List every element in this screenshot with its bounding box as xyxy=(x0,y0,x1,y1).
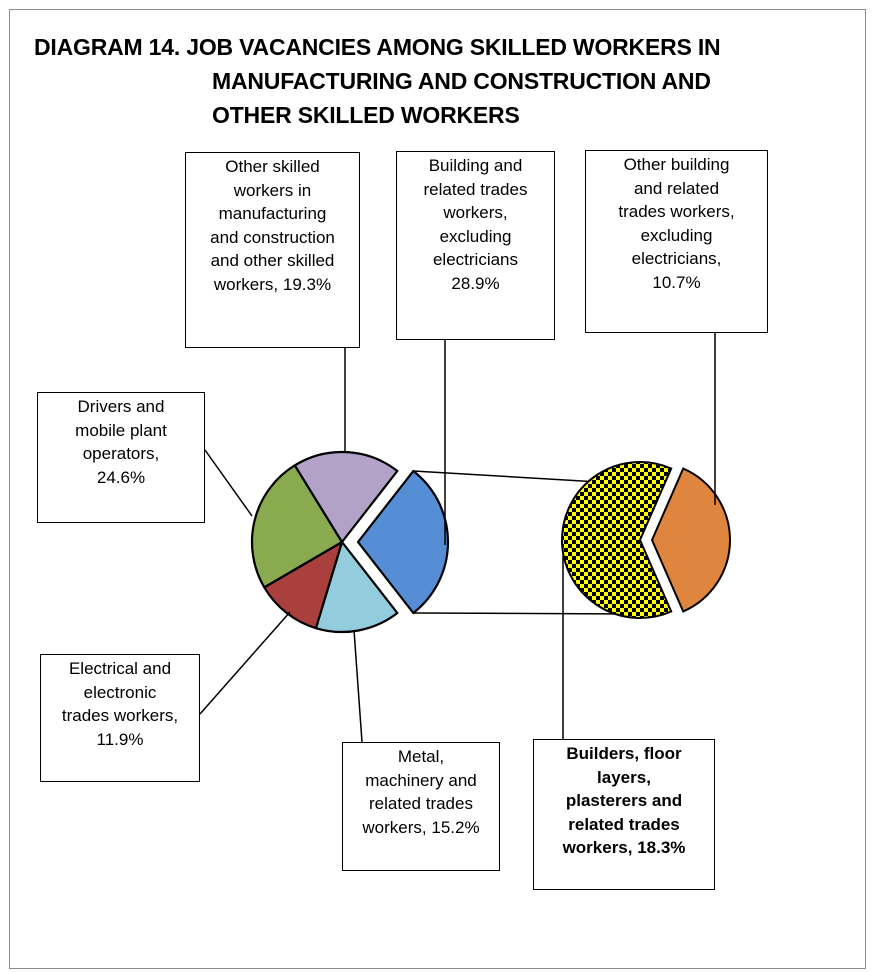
slice-builders-floor-layers-plasterers-and-rel xyxy=(561,461,673,619)
chart-title-line-2: MANUFACTURING AND CONSTRUCTION AND xyxy=(212,68,711,94)
label-electrical-electronic-trades: Electrical and electronic trades workers… xyxy=(40,654,200,782)
slice-building-and-related-trades-workers-excl xyxy=(356,469,450,615)
label-builders-floor-layers: Builders, floor layers, plasterers and r… xyxy=(533,739,715,890)
slice-other-skilled-workers-in-manufacturing-a xyxy=(293,450,399,544)
slice-electrical-and-electronic-trades-workers xyxy=(263,540,344,630)
slice-other-building-and-related-trades-worker xyxy=(650,467,731,613)
label-metal-machinery-trades: Metal, machinery and related trades work… xyxy=(342,742,500,871)
chart-title-line-1: DIAGRAM 14. JOB VACANCIES AMONG SKILLED … xyxy=(34,34,721,60)
leader-drivers xyxy=(204,449,253,517)
label-drivers-mobile-plant: Drivers and mobile plant operators, 24.6… xyxy=(37,392,205,523)
label-other-building-trades: Other building and related trades worker… xyxy=(585,150,768,333)
label-other-skilled-workers: Other skilled workers in manufacturing a… xyxy=(185,152,360,348)
label-building-related-trades: Building and related trades workers, exc… xyxy=(396,151,555,340)
connector-line-bottom xyxy=(413,612,634,615)
leader-metal xyxy=(353,629,363,743)
chart-title-line-3: OTHER SKILLED WORKERS xyxy=(212,102,520,128)
slice-drivers-and-mobile-plant-operators xyxy=(250,464,344,589)
leader-electrical xyxy=(199,611,291,715)
